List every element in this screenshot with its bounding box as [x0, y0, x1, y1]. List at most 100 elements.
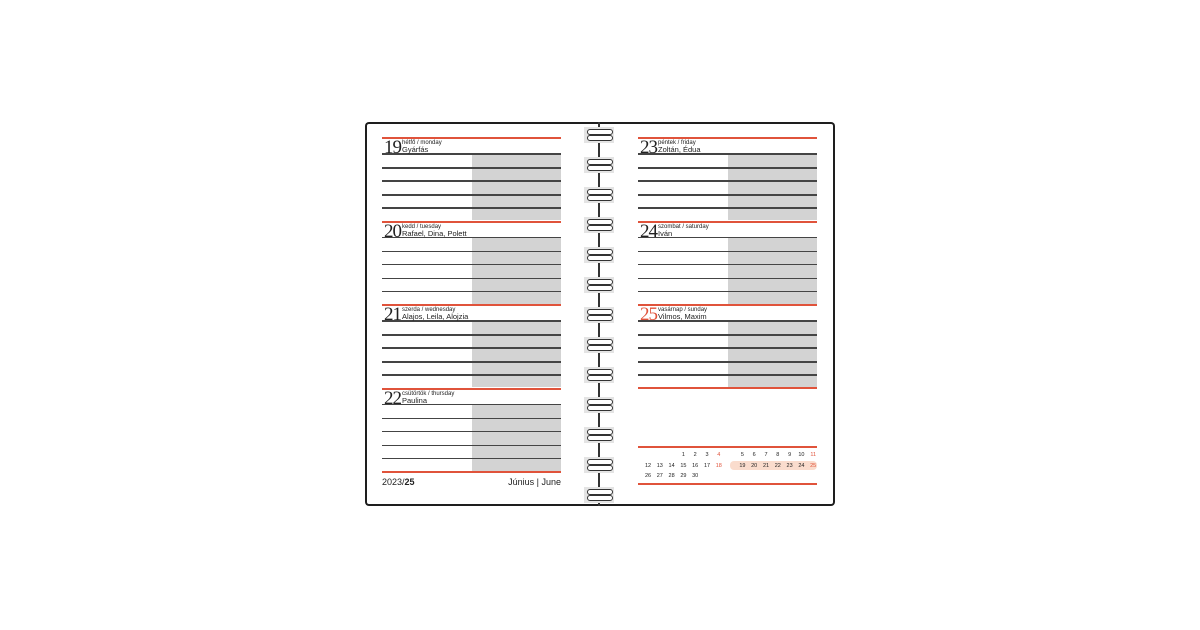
- calendar-day: 13: [656, 462, 663, 469]
- day-block: 24 szombat / saturday Iván: [638, 220, 817, 305]
- writing-line: [638, 290, 817, 292]
- spiral-ring: [584, 337, 614, 353]
- calendar-bottom-rule: [638, 483, 817, 485]
- bottom-rule: [382, 471, 561, 473]
- spiral-ring: [584, 457, 614, 473]
- ring-loop: [587, 249, 613, 255]
- writing-line: [382, 374, 561, 376]
- writing-line: [382, 457, 561, 459]
- writing-line: [382, 430, 561, 432]
- calendar-day: 21: [762, 462, 770, 469]
- name-days: Zoltán, Édua: [658, 145, 701, 154]
- ring-loop: [587, 405, 613, 411]
- writing-line: [638, 374, 817, 376]
- ring-loop: [587, 165, 613, 171]
- writing-line: [382, 194, 561, 196]
- ring-loop: [587, 195, 613, 201]
- weekday-name: kedd / tuesday: [402, 223, 442, 230]
- writing-line: [382, 277, 561, 279]
- ring-loop: [587, 399, 613, 405]
- calendar-day: 6: [752, 452, 756, 458]
- calendar-day: 20: [751, 462, 758, 469]
- calendar-day: 9: [788, 452, 792, 458]
- calendar-day: 17: [703, 462, 711, 469]
- week-number: 25: [404, 477, 415, 487]
- day-number: 25: [640, 304, 658, 325]
- ring-loop: [587, 429, 613, 435]
- ring-loop: [587, 159, 613, 165]
- day-number: 22: [384, 387, 402, 409]
- notes-shaded-column: [728, 154, 817, 220]
- calendar-day: 11: [810, 452, 817, 458]
- day-top-rule: [638, 220, 817, 223]
- name-days: Rafael, Dina, Polett: [402, 228, 467, 238]
- writing-line: [638, 153, 817, 155]
- day-top-rule: [638, 304, 817, 306]
- day-number: 20: [384, 220, 402, 242]
- ring-loop: [587, 279, 613, 285]
- spiral-ring: [584, 487, 614, 503]
- calendar-day: 7: [764, 452, 768, 458]
- notes-shaded-column: [472, 321, 561, 387]
- writing-line: [638, 320, 817, 322]
- ring-loop: [587, 459, 613, 465]
- calendar-day: 5: [740, 452, 744, 458]
- calendar-day: 10: [798, 452, 805, 458]
- weekday-name: hétfő / monday: [402, 140, 442, 146]
- calendar-day: 26: [644, 473, 652, 479]
- spiral-ring: [584, 247, 614, 263]
- calendar-day: 29: [680, 473, 687, 479]
- ring-loop: [587, 225, 613, 231]
- ring-loop: [587, 135, 613, 141]
- day-number: 21: [384, 304, 402, 325]
- writing-line: [638, 180, 817, 182]
- spiral-ring: [584, 277, 614, 293]
- calendar-day: 16: [692, 462, 699, 469]
- ring-loop: [587, 345, 613, 351]
- current-week-highlight: [730, 461, 817, 470]
- writing-line: [638, 361, 817, 363]
- calendar-day: 8: [776, 452, 780, 458]
- notes-shaded-column: [472, 237, 561, 304]
- day-top-rule: [382, 137, 561, 139]
- ring-loop: [587, 435, 613, 441]
- writing-line: [638, 334, 817, 336]
- day-number: 19: [384, 137, 402, 158]
- ring-loop: [587, 309, 613, 315]
- day-block: 22 csütörtök / thursday Paulina: [382, 387, 561, 472]
- weekday-name: szombat / saturday: [658, 223, 709, 230]
- writing-line: [382, 361, 561, 363]
- writing-line: [382, 180, 561, 182]
- spiral-ring: [584, 307, 614, 323]
- spiral-ring: [584, 367, 614, 383]
- ring-loop: [587, 255, 613, 261]
- writing-line: [382, 403, 561, 405]
- day-top-rule: [382, 304, 561, 306]
- calendar-day: 18: [715, 462, 722, 469]
- writing-line: [638, 250, 817, 252]
- name-days: Alajos, Leila, Alojzia: [402, 312, 469, 321]
- calendar-day: 22: [774, 462, 781, 469]
- calendar-top-rule: [638, 446, 817, 448]
- notes-shaded-column: [472, 154, 561, 220]
- ring-loop: [587, 315, 613, 321]
- writing-line: [638, 207, 817, 209]
- calendar-day: 27: [656, 473, 663, 479]
- writing-line: [638, 263, 817, 265]
- calendar-day: 23: [786, 462, 793, 469]
- writing-line: [382, 417, 561, 419]
- writing-line: [382, 236, 561, 238]
- spiral-ring: [584, 397, 614, 413]
- writing-line: [638, 194, 817, 196]
- writing-line: [638, 167, 817, 169]
- day-top-rule: [382, 220, 561, 223]
- week-label: 2023/25: [382, 477, 415, 487]
- writing-line: [638, 347, 817, 349]
- notes-shaded-column: [728, 321, 817, 387]
- calendar-day: 19: [739, 462, 746, 469]
- ring-loop: [587, 285, 613, 291]
- calendar-day: 4: [717, 452, 721, 458]
- calendar-day: 12: [644, 462, 652, 469]
- name-days: Vilmos, Maxim: [658, 312, 707, 321]
- writing-line: [382, 320, 561, 322]
